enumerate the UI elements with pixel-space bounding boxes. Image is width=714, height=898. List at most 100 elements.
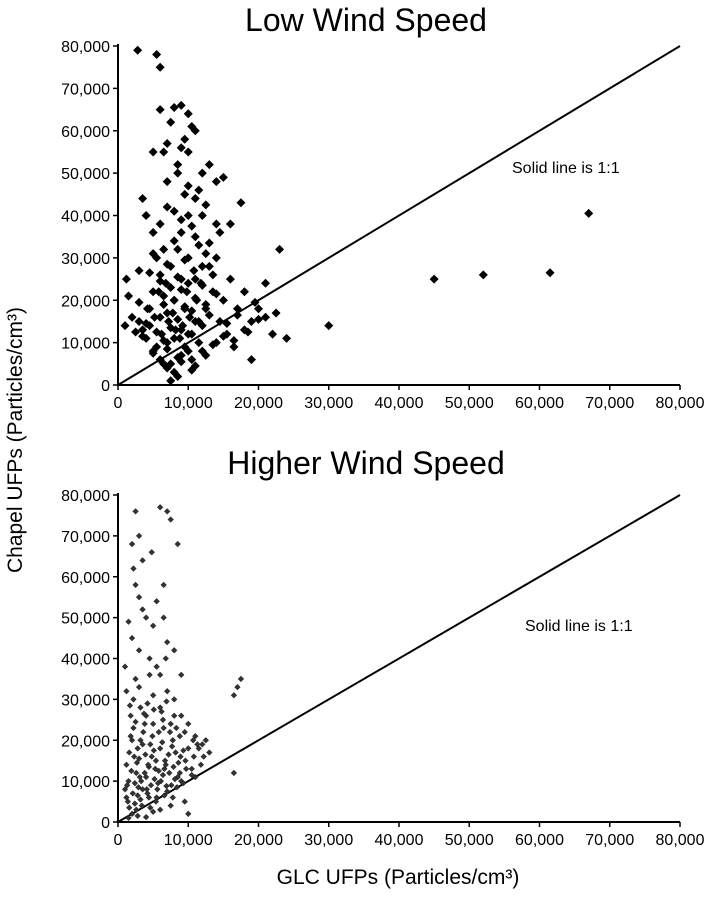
data-point — [275, 244, 285, 254]
data-point — [121, 786, 129, 793]
data-point — [181, 798, 188, 805]
data-point — [176, 100, 186, 110]
data-point — [176, 227, 186, 237]
data-point — [183, 211, 193, 220]
data-point — [152, 342, 162, 352]
data-point — [155, 276, 165, 286]
data-point — [185, 810, 192, 818]
data-point — [211, 219, 221, 229]
data-point — [183, 181, 193, 191]
data-point — [139, 606, 146, 613]
data-point — [138, 331, 148, 341]
data-point — [215, 316, 225, 326]
data-point — [169, 295, 179, 305]
data-point — [141, 720, 148, 728]
data-point — [208, 340, 218, 350]
data-point — [130, 565, 137, 572]
data-point — [148, 249, 158, 259]
data-point — [155, 105, 165, 115]
data-point — [166, 323, 176, 333]
data-point — [163, 688, 171, 695]
data-point — [201, 200, 211, 210]
data-point — [169, 206, 179, 216]
data-point — [194, 338, 204, 348]
data-point — [145, 794, 153, 801]
data-point — [168, 782, 175, 789]
data-point — [232, 310, 242, 320]
data-point — [140, 728, 147, 736]
data-point — [134, 266, 144, 276]
data-point — [171, 775, 179, 783]
y-tick-label: 10,000 — [61, 336, 110, 353]
y-tick-label: 50,000 — [61, 611, 110, 628]
data-point — [173, 168, 183, 178]
y-tick-label: 80,000 — [61, 488, 110, 505]
data-point — [163, 508, 171, 515]
data-point — [180, 255, 190, 265]
data-point — [159, 147, 169, 157]
data-point — [162, 138, 172, 148]
data-point — [166, 117, 176, 127]
data-point — [132, 508, 139, 515]
data-point — [178, 671, 185, 679]
data-point — [250, 297, 260, 307]
data-point — [167, 802, 174, 809]
data-point — [126, 804, 133, 811]
y-tick-label: 30,000 — [61, 692, 110, 709]
data-point — [190, 232, 200, 242]
data-point — [149, 720, 157, 728]
data-point — [146, 655, 153, 662]
x-tick-label: 60,000 — [515, 395, 564, 412]
data-point — [190, 194, 200, 204]
data-point — [159, 244, 169, 254]
data-point — [171, 696, 178, 703]
x-tick-label: 0 — [114, 832, 123, 849]
data-point — [187, 306, 197, 316]
data-point — [137, 704, 144, 711]
data-point — [125, 814, 132, 822]
data-point — [204, 261, 214, 271]
data-point — [148, 227, 158, 237]
data-point — [190, 293, 200, 303]
data-point — [142, 813, 150, 821]
data-point — [168, 308, 178, 318]
data-point — [176, 285, 186, 295]
data-point — [232, 304, 242, 314]
data-point — [254, 314, 263, 324]
data-point — [176, 143, 186, 153]
data-point — [134, 297, 144, 307]
data-point — [159, 716, 167, 723]
data-point — [188, 765, 195, 773]
data-point — [190, 316, 200, 326]
data-point — [155, 219, 165, 229]
data-point — [147, 804, 154, 811]
data-point — [135, 784, 142, 791]
data-point — [197, 761, 205, 768]
data-point — [180, 747, 187, 754]
y-axis-label: Chapel UFPs (Particles/cm³) — [4, 307, 27, 573]
data-point — [124, 291, 134, 301]
data-point — [128, 810, 136, 818]
data-point — [176, 732, 184, 740]
data-point — [135, 532, 143, 540]
line-annotation: Solid line is 1:1 — [525, 618, 633, 635]
data-point — [163, 698, 170, 705]
data-point — [156, 806, 164, 813]
y-tick-label: 0 — [101, 815, 110, 832]
data-point — [128, 634, 136, 642]
data-point — [199, 741, 206, 748]
data-point — [153, 598, 160, 605]
data-point — [130, 753, 138, 760]
data-point — [152, 798, 160, 805]
data-point — [144, 700, 151, 707]
data-point — [175, 759, 182, 766]
data-point — [162, 344, 172, 354]
data-point — [194, 741, 201, 748]
data-point — [192, 732, 199, 740]
data-point — [176, 769, 184, 777]
data-point — [183, 329, 193, 339]
data-point — [145, 268, 155, 278]
data-point — [183, 346, 193, 356]
data-point — [185, 720, 192, 728]
